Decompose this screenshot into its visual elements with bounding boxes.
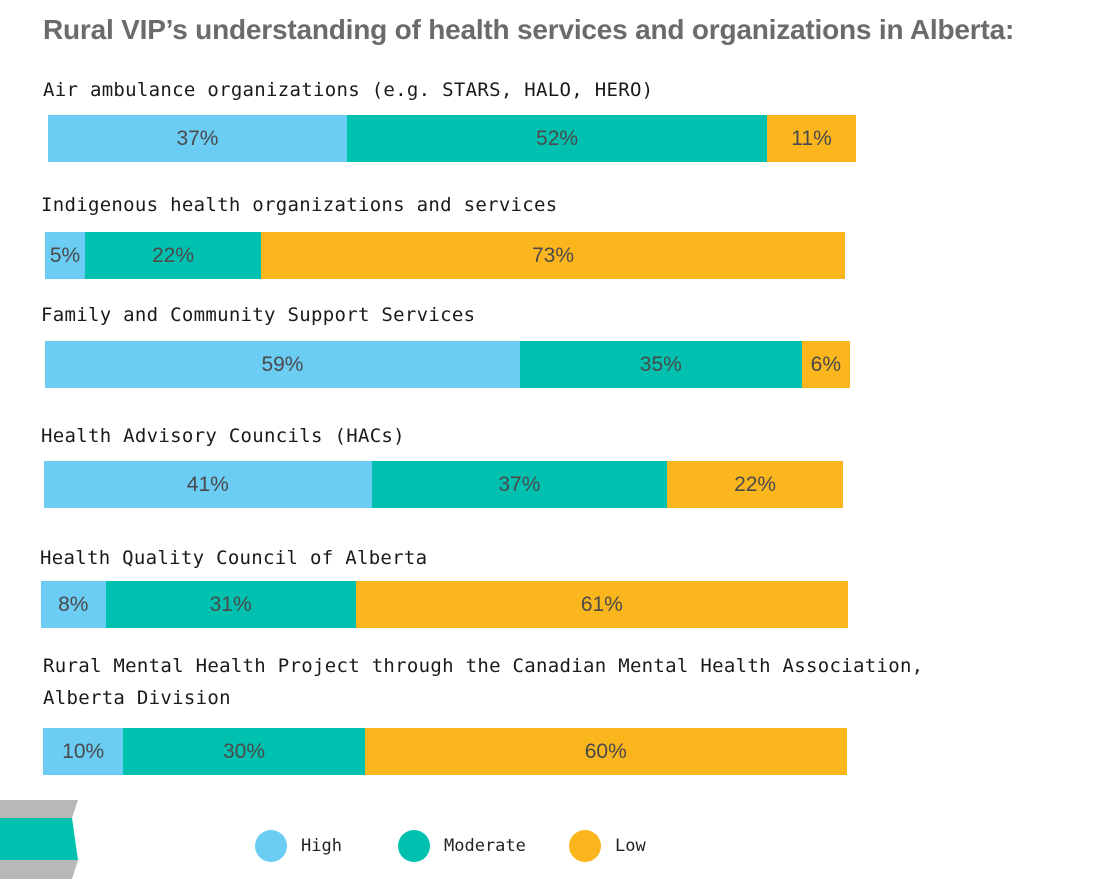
bar-segment-low: 61%: [355, 581, 848, 628]
legend-item-moderate: Moderate: [398, 830, 526, 862]
stacked-bar: 10% 30% 60%: [43, 728, 847, 775]
data-label: 52%: [536, 126, 579, 150]
bar-segment-low: 60%: [364, 728, 847, 775]
stacked-bar: 8% 31% 61%: [41, 581, 848, 628]
bar-segment-high: 8%: [41, 581, 106, 628]
data-label: 37%: [176, 126, 219, 150]
data-label: 11%: [791, 126, 832, 150]
bar-segment-moderate: 30%: [123, 728, 365, 775]
bar-segment-high: 10%: [43, 728, 124, 775]
category-label: Air ambulance organizations (e.g. STARS,…: [43, 79, 654, 101]
bar-segment-high: 5%: [45, 232, 85, 279]
data-label: 10%: [62, 739, 105, 763]
bar-segment-moderate: 22%: [85, 232, 261, 279]
chart-legend: High Moderate Low: [0, 826, 1120, 866]
bar-segment-moderate: 35%: [519, 341, 802, 388]
data-label: 73%: [531, 243, 575, 267]
decorative-stripes-icon: [0, 800, 78, 879]
legend-label: Moderate: [444, 836, 526, 856]
legend-label: Low: [615, 836, 646, 856]
bar-segment-low: 73%: [261, 232, 845, 279]
legend-item-low: Low: [569, 830, 646, 862]
data-label: 5%: [49, 243, 81, 267]
legend-swatch: [569, 830, 601, 862]
stacked-bar: 59% 35% 6%: [45, 341, 850, 388]
data-label: 31%: [209, 592, 252, 616]
stacked-bar: 37% 52% 11%: [48, 115, 856, 162]
legend-label: High: [301, 836, 342, 856]
data-label: 22%: [734, 472, 777, 496]
data-label: 59%: [261, 352, 304, 376]
data-label: 41%: [186, 472, 229, 496]
stacked-bar: 5% 22% 73%: [45, 232, 845, 279]
bar-segment-low: 22%: [667, 461, 843, 508]
bar-segment-high: 37%: [48, 115, 347, 162]
category-label: Rural Mental Health Project through the …: [43, 655, 924, 709]
bar-segment-high: 41%: [44, 461, 372, 508]
data-label: 8%: [58, 592, 89, 616]
data-label: 37%: [498, 472, 541, 496]
category-label: Family and Community Support Services: [41, 304, 476, 326]
bar-segment-moderate: 31%: [105, 581, 356, 628]
bar-segment-moderate: 37%: [371, 461, 668, 508]
category-label: Health Quality Council of Alberta: [40, 547, 428, 569]
bar-segment-low: 6%: [801, 341, 850, 388]
stacked-bar: 41% 37% 22%: [44, 461, 843, 508]
legend-item-high: High: [255, 830, 342, 862]
data-label: 60%: [584, 739, 627, 763]
bar-segment-high: 59%: [45, 341, 520, 388]
data-label: 35%: [639, 352, 682, 376]
legend-swatch: [398, 830, 430, 862]
chart-title: Rural VIP’s understanding of health serv…: [43, 14, 1015, 45]
bar-segment-low: 11%: [767, 115, 856, 162]
data-label: 6%: [810, 352, 842, 376]
category-label: Health Advisory Councils (HACs): [41, 425, 405, 447]
data-label: 61%: [580, 592, 623, 616]
data-label: 30%: [222, 739, 265, 763]
legend-swatch: [255, 830, 287, 862]
data-label: 22%: [151, 243, 195, 267]
bar-segment-moderate: 52%: [346, 115, 768, 162]
category-label: Indigenous health organizations and serv…: [41, 194, 558, 216]
